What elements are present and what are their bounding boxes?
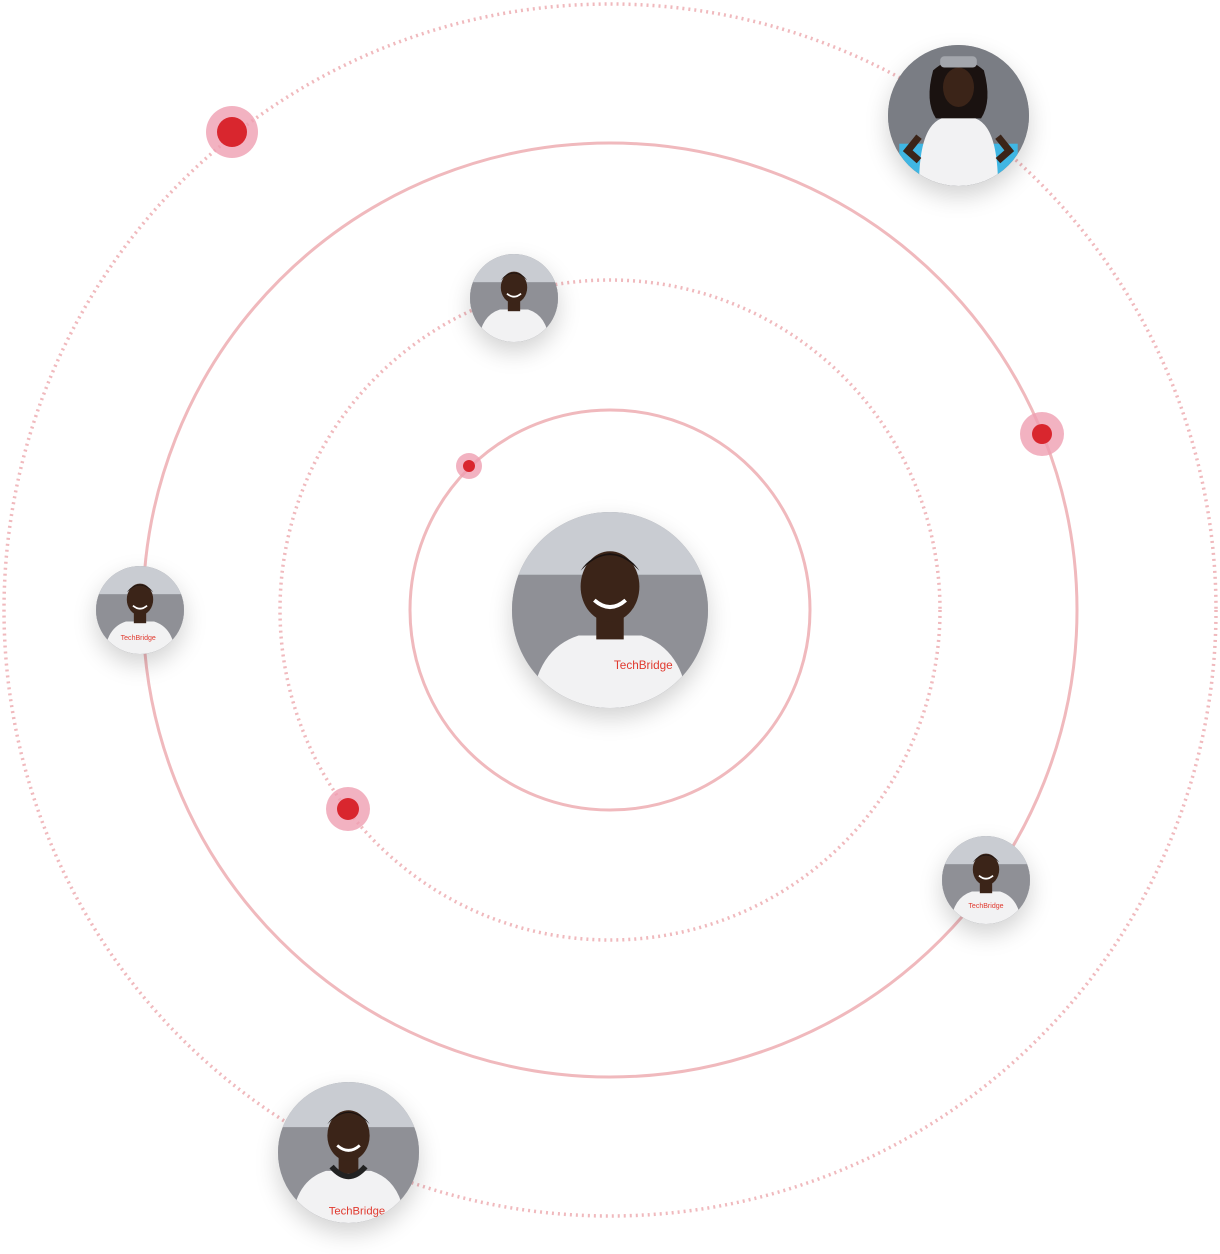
person-photo [470, 254, 558, 342]
shirt-logo-text: TechBridge [614, 659, 673, 672]
avatar-bottom-man: TechBridge [278, 1082, 419, 1223]
avatar-top-middle-man [470, 254, 558, 342]
orbit-outer [2, 2, 1218, 1218]
avatar-left-man: TechBridge [96, 566, 184, 654]
orbit-inner [408, 408, 812, 812]
shirt-logo-text: TechBridge [329, 1206, 385, 1218]
shirt-logo-text: TechBridge [121, 635, 156, 642]
orbit-dot-right [1020, 412, 1064, 456]
avatar-center: TechBridge [512, 512, 708, 708]
avatar-top-right-woman [888, 45, 1029, 186]
orbit-second [278, 278, 942, 942]
person-photo: TechBridge [278, 1082, 419, 1223]
person-photo: TechBridge [942, 836, 1030, 924]
person-photo: TechBridge [512, 512, 708, 708]
person-photo [888, 45, 1029, 186]
orbit-dot-inner [456, 453, 482, 479]
person-photo: TechBridge [96, 566, 184, 654]
shirt-logo-text: TechBridge [968, 903, 1003, 910]
orbit-dot-bottom-left [326, 787, 370, 831]
orbit-dot-top-left [206, 106, 258, 158]
headphones-icon [329, 1164, 368, 1180]
avatar-right-man: TechBridge [942, 836, 1030, 924]
